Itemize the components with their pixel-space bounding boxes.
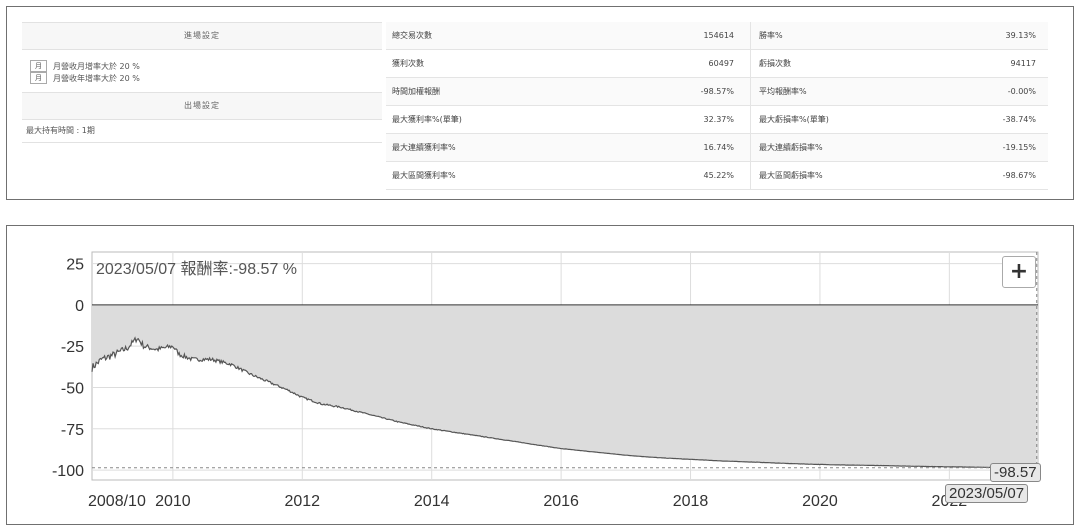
monthly-tag: 月 <box>30 72 47 84</box>
y-tick-label: -75 <box>61 422 84 439</box>
stat-label: 最大連續獲利率% <box>386 133 578 162</box>
stat-label: 最大虧損率%(單筆) <box>750 105 925 134</box>
stats-row: 時間加權報酬 -98.57% 平均報酬率% -0.00% <box>386 77 1048 106</box>
stat-value: 32.37% <box>578 105 751 134</box>
stat-value: -98.57% <box>578 77 751 106</box>
stat-label: 平均報酬率% <box>750 77 925 106</box>
stat-label: 時間加權報酬 <box>386 77 578 106</box>
stat-value: -0.00% <box>925 77 1048 106</box>
x-tick-label: 2016 <box>543 493 579 510</box>
strategy-settings: 進場設定 月 月營收月增率大於 20 % 月 月營收年增率大於 20 % 出場設… <box>22 22 382 143</box>
current-value-label: -98.57 <box>990 463 1041 482</box>
return-series-line <box>91 336 1037 469</box>
x-tick-label: 2014 <box>414 493 450 510</box>
x-tick-label: 2008/10 <box>88 493 146 510</box>
entry-rule: 月 月營收月增率大於 20 % <box>22 56 382 76</box>
max-hold-rule: 最大持有時間 : 1期 <box>22 120 382 143</box>
chart-series <box>91 304 1037 469</box>
stat-value: -19.15% <box>925 133 1048 162</box>
x-tick-label: 2012 <box>284 493 320 510</box>
x-tick-label: 2018 <box>673 493 709 510</box>
stat-value: -98.67% <box>925 161 1048 190</box>
monthly-tag: 月 <box>30 60 47 72</box>
stat-value: 60497 <box>578 49 751 78</box>
current-date-label: 2023/05/07 <box>945 484 1029 503</box>
x-tick-label: 2010 <box>155 493 191 510</box>
stat-label: 最大獲利率%(單筆) <box>386 105 578 134</box>
y-tick-label: -25 <box>61 339 84 356</box>
stat-value: 154614 <box>578 22 751 50</box>
stat-value: -38.74% <box>925 105 1048 134</box>
stats-row: 最大獲利率%(單筆) 32.37% 最大虧損率%(單筆) -38.74% <box>386 105 1048 134</box>
stats-row: 獲利次數 60497 虧損次數 94117 <box>386 49 1048 78</box>
y-tick-label: 0 <box>75 298 84 315</box>
entry-rule-text: 月營收月增率大於 20 % <box>53 61 140 71</box>
stat-value: 39.13% <box>925 22 1048 50</box>
x-tick-label: 2020 <box>802 493 838 510</box>
stat-value: 94117 <box>925 49 1048 78</box>
entry-settings-title: 進場設定 <box>22 22 382 50</box>
stat-label: 最大區間虧損率% <box>750 161 925 190</box>
stats-row: 最大連續獲利率% 16.74% 最大連續虧損率% -19.15% <box>386 133 1048 162</box>
stat-label: 總交易次數 <box>386 22 578 50</box>
stats-table: 總交易次數 154614 勝率% 39.13% 獲利次數 60497 虧損次數 94117 時間… <box>386 22 1048 190</box>
chart-tooltip: 2023/05/07 報酬率:-98.57 % <box>96 260 297 278</box>
return-area-fill <box>92 304 1037 468</box>
entry-rule: 月 月營收年增率大於 20 % <box>22 68 382 88</box>
stat-label: 勝率% <box>750 22 925 50</box>
stats-row: 總交易次數 154614 勝率% 39.13% <box>386 22 1048 50</box>
entry-rule-text: 月營收年增率大於 20 % <box>53 73 140 83</box>
exit-settings-title: 出場設定 <box>22 92 382 120</box>
stat-label: 獲利次數 <box>386 49 578 78</box>
y-tick-label: -100 <box>52 463 84 480</box>
zoom-in-button[interactable]: + <box>1002 256 1036 288</box>
stats-row: 最大區間獲利率% 45.22% 最大區間虧損率% -98.67% <box>386 161 1048 190</box>
y-tick-label: 25 <box>66 257 84 274</box>
stat-label: 最大區間獲利率% <box>386 161 578 190</box>
stat-value: 45.22% <box>578 161 751 190</box>
y-tick-label: -50 <box>61 380 84 397</box>
stat-label: 最大連續虧損率% <box>750 133 925 162</box>
stat-value: 16.74% <box>578 133 751 162</box>
stat-label: 虧損次數 <box>750 49 925 78</box>
